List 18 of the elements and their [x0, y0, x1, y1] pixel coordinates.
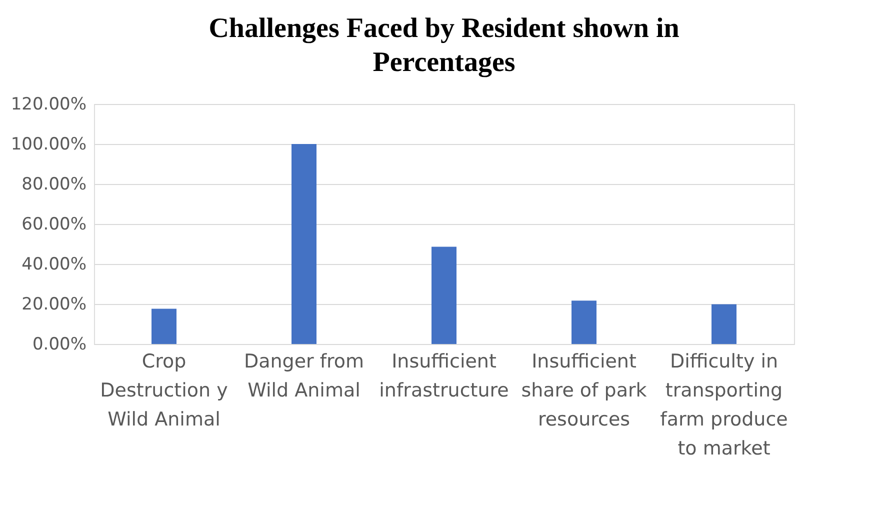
x-tick-label: Crop Destruction y Wild Animal	[100, 350, 228, 430]
y-tick-label: 20.00%	[22, 294, 86, 314]
bar	[712, 304, 736, 344]
x-tick-label: Difficulty in transporting farm produce to market	[660, 350, 788, 460]
bar	[292, 144, 316, 344]
x-tick-label: Insufficient share of park resources	[521, 350, 647, 430]
y-tick-label: 80.00%	[22, 174, 86, 194]
y-tick-label: 100.00%	[10, 134, 86, 154]
y-tick-label: 40.00%	[22, 254, 86, 274]
y-tick-label: 0.00%	[32, 334, 86, 354]
bar	[152, 308, 176, 344]
y-tick-label: 120.00%	[10, 94, 86, 114]
x-tick-label: Danger from Wild Animal	[244, 350, 364, 402]
bar	[432, 246, 456, 344]
bar	[572, 300, 596, 344]
chart-title: Challenges Faced by Resident shown in Percentages	[208, 13, 680, 78]
x-tick-label: Insufficient infrastructure	[379, 350, 509, 402]
y-tick-label: 60.00%	[22, 214, 86, 234]
